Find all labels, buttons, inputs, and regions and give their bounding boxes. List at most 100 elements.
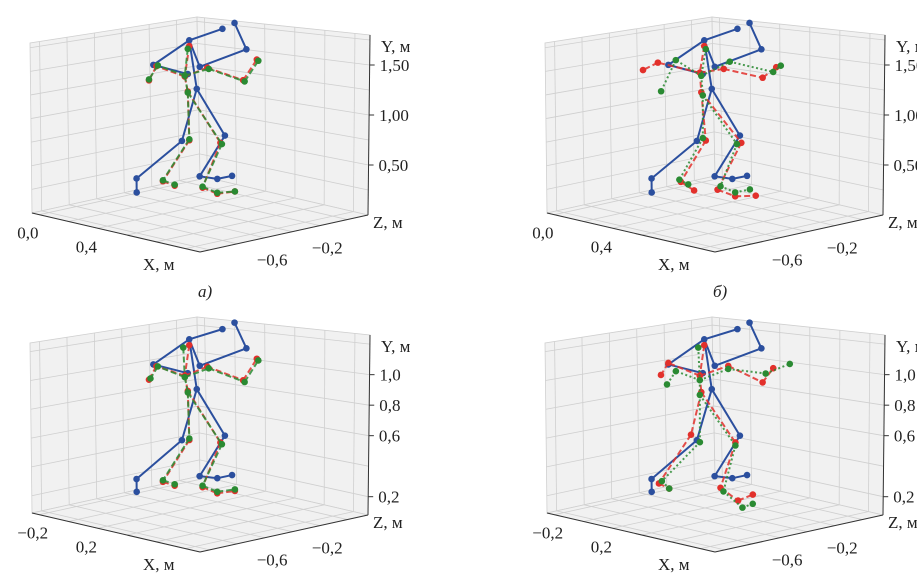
gridline <box>546 432 715 468</box>
bone <box>242 358 258 381</box>
bone <box>729 60 774 73</box>
bone <box>714 347 762 367</box>
joint-marker <box>752 192 760 200</box>
bone <box>208 67 245 83</box>
joint-marker <box>218 140 226 148</box>
bone <box>657 61 701 74</box>
joint-marker <box>231 188 239 195</box>
bone <box>156 365 186 377</box>
gridline <box>583 184 752 222</box>
bone <box>710 88 741 137</box>
gridline <box>712 65 885 91</box>
bone <box>697 347 701 381</box>
joint-marker <box>734 325 741 333</box>
joint-marker <box>746 19 753 27</box>
gridline <box>41 210 210 251</box>
gridline <box>97 490 266 529</box>
gridline <box>185 211 354 249</box>
gridline <box>556 510 725 551</box>
joint-marker <box>746 186 754 193</box>
bone <box>186 391 223 445</box>
joint-marker <box>196 173 203 180</box>
x-tick-label: 0,2 <box>591 537 612 556</box>
gridline <box>234 320 237 485</box>
z-axis-label: Z, м <box>888 213 917 232</box>
gridline <box>639 492 808 533</box>
joint-marker <box>214 175 221 183</box>
y-tick-label: 1,00 <box>894 106 917 125</box>
gridline <box>96 198 265 239</box>
z-axis-line <box>199 214 369 253</box>
joint-marker <box>696 376 704 384</box>
joint-marker <box>711 63 719 71</box>
joint-marker <box>184 389 192 396</box>
gridline <box>639 192 808 233</box>
gridline <box>546 459 715 497</box>
joint-marker <box>786 360 794 368</box>
gridline <box>156 504 325 543</box>
joint-marker <box>154 62 162 69</box>
bone <box>157 365 186 379</box>
joint-marker <box>733 140 741 148</box>
joint-marker <box>702 45 710 53</box>
gridline <box>700 511 869 549</box>
gridline <box>126 197 296 236</box>
joint-marker <box>145 76 153 83</box>
gridline <box>713 378 885 406</box>
y-tick-label: 1,50 <box>895 56 917 75</box>
bone <box>700 391 737 444</box>
joint-marker <box>743 172 751 180</box>
bone <box>201 443 223 487</box>
bone <box>728 367 766 375</box>
gridline <box>544 21 713 49</box>
bone <box>199 48 247 68</box>
z-tick-label: −0,2 <box>827 539 858 558</box>
joint-marker <box>199 183 206 191</box>
joint-marker <box>665 359 672 367</box>
y-tick-label: 0,2 <box>893 488 914 507</box>
z-tick-label: −0,2 <box>312 539 343 558</box>
joint-marker <box>711 173 718 180</box>
joint-marker <box>196 472 203 480</box>
bone <box>243 60 260 82</box>
bone <box>699 364 729 377</box>
y-tick-label: 0,50 <box>379 156 409 175</box>
bone <box>678 137 704 181</box>
gridline <box>719 317 723 478</box>
joint-marker <box>171 181 178 189</box>
gridline <box>29 21 198 49</box>
joint-marker <box>663 381 671 388</box>
gridline <box>30 43 198 72</box>
gridline <box>96 498 265 539</box>
joint-marker <box>699 92 707 99</box>
joint-marker <box>181 72 189 79</box>
bone <box>184 365 208 377</box>
joint-marker <box>231 486 239 493</box>
joint-marker <box>228 471 236 479</box>
joint-marker <box>154 363 162 370</box>
y-tick-label: 1,0 <box>380 366 401 385</box>
gridline <box>546 153 715 190</box>
gridline <box>30 351 198 381</box>
bone <box>723 67 763 79</box>
joint-marker <box>205 365 213 372</box>
gridline <box>352 333 356 512</box>
joint-marker <box>231 319 238 326</box>
bone <box>186 392 191 439</box>
joint-marker <box>731 189 739 196</box>
gridline <box>554 477 723 516</box>
bone <box>710 388 741 437</box>
z-tick-label: −0,6 <box>772 551 803 570</box>
x-axis-line <box>31 512 201 553</box>
gridline <box>713 87 885 116</box>
joint-marker <box>241 78 248 85</box>
x-axis-label: X, м <box>658 555 690 574</box>
joint-marker <box>199 482 206 489</box>
joint-marker <box>205 65 213 73</box>
y-axis-label: Y, м <box>381 37 411 56</box>
gridline <box>179 180 348 220</box>
joint-marker <box>708 85 716 93</box>
joint-marker <box>700 36 708 44</box>
gridline <box>199 459 369 498</box>
gridline <box>713 405 884 437</box>
